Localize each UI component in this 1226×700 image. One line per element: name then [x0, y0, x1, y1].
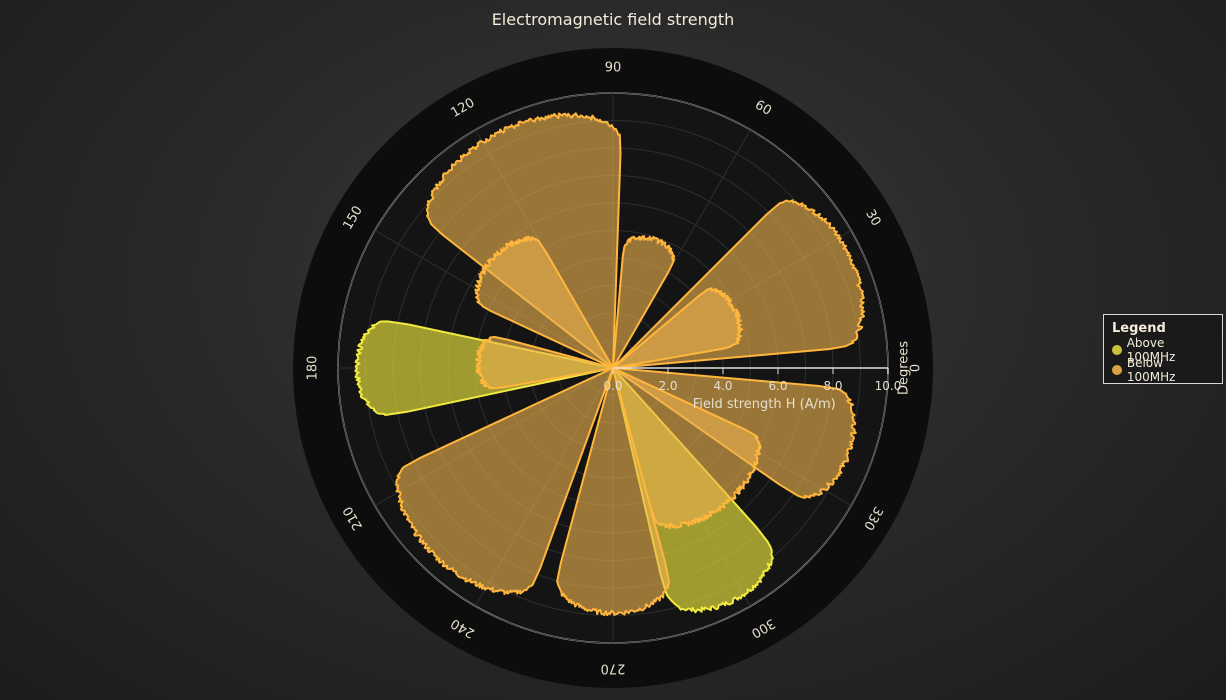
series-1-petal-8: [612, 287, 744, 369]
radial-tick-label: 10.0: [875, 379, 902, 393]
legend-title: Legend: [1112, 321, 1166, 336]
angular-tick-label: 60: [752, 98, 774, 119]
radial-tick-label: 0.0: [603, 379, 622, 393]
radial-tick-label: 4.0: [713, 379, 732, 393]
legend-item-above[interactable]: Above 100MHz: [1112, 336, 1214, 364]
angular-tick-label: 0: [906, 364, 921, 372]
angular-tick-label: 180: [306, 356, 321, 381]
series-layer: [354, 112, 866, 617]
radial-tick-label: 6.0: [768, 379, 787, 393]
series-1-petal-6: [474, 235, 614, 369]
radial-tick-label: 8.0: [823, 379, 842, 393]
legend-label-above: Above 100MHz: [1126, 336, 1176, 364]
legend: Legend Above 100MHz Below 100MHz: [1103, 314, 1223, 384]
legend-item-below[interactable]: Below 100MHz: [1112, 356, 1214, 384]
legend-swatch-above: [1112, 345, 1122, 355]
series-1-petal-9: [612, 367, 762, 529]
series-1-petal-4: [556, 367, 670, 617]
legend-swatch-below: [1112, 365, 1122, 375]
legend-label-below: Below 100MHz: [1126, 356, 1176, 384]
series-1-petal-7: [612, 235, 676, 369]
series-1-petal-3: [395, 367, 614, 595]
angular-tick-label: 270: [601, 661, 626, 676]
radial-tick-label: 2.0: [658, 379, 677, 393]
angular-axis-title: Degrees: [897, 341, 912, 395]
angular-tick-label: 30: [862, 207, 883, 229]
chart-title: Electromagnetic field strength: [491, 10, 735, 29]
radial-axis-title: Field strength H (A/m): [693, 397, 836, 412]
series-1-petal-5: [475, 335, 614, 390]
angular-tick-label: 90: [605, 61, 622, 76]
